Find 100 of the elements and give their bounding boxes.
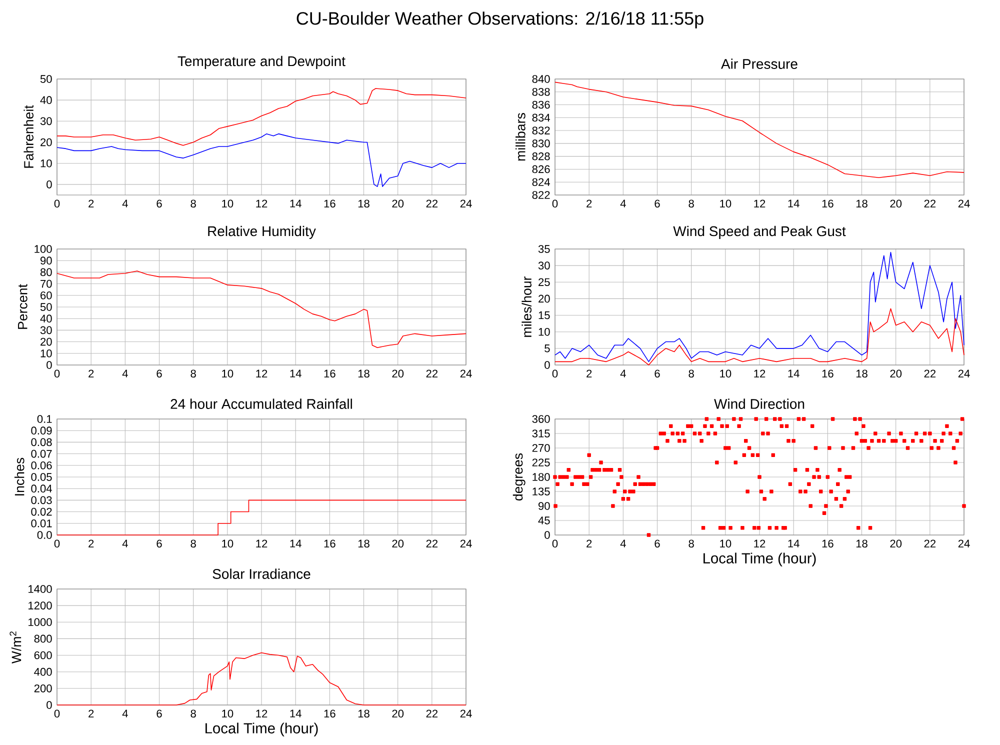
x-tick-label: 14 [290,200,302,208]
y-tick-label: 360 [532,415,550,423]
chart-title: Solar Irradiance [212,568,310,579]
y-tick-label: 15 [538,311,550,320]
y-tick-label: 200 [34,684,52,692]
y-tick-label: 0.0 [37,531,52,539]
y-tick-label: 45 [538,516,550,524]
y-tick-label: 20 [40,138,52,146]
y-tick-label: 828 [532,152,550,160]
x-tick-label: 22 [426,370,438,378]
y-tick-label: 1200 [28,602,52,610]
y-tick-label: 400 [34,668,52,676]
x-tick-label: 18 [856,200,868,208]
x-tick-label: 18 [358,200,370,208]
chart-title: Relative Humidity [208,226,316,239]
x-tick-label: 0 [552,370,558,378]
y-tick-label: 10 [40,349,52,358]
y-axis-title: W/m$^{2}$ [10,631,22,664]
x-tick-label: 16 [822,540,834,548]
y-tick-label: 0 [46,361,52,369]
line-series [56,652,466,706]
y-tick-label: 0.04 [31,484,52,492]
x-tick-label: 12 [256,540,268,548]
y-axis-title: millibars [516,113,526,161]
x-tick-label: 2 [586,540,592,548]
y-tick-label: 70 [40,280,52,288]
x-tick-label: 14 [788,200,800,208]
y-tick-label: 838 [532,88,550,96]
x-tick-label: 18 [358,710,370,718]
x-tick-label: 6 [156,370,162,378]
y-tick-label: 40 [40,314,52,322]
y-tick-label: 0 [544,531,550,539]
y-tick-label: 0.08 [31,438,52,446]
x-tick-label: 0 [552,200,558,208]
y-tick-label: 180 [532,473,550,481]
y-axis-title: degrees [512,453,526,501]
y-tick-label: 840 [532,75,550,83]
x-tick-label: 2 [88,710,94,718]
x-tick-label: 0 [54,370,60,378]
y-tick-label: 315 [532,430,550,438]
y-tick-label: 0.07 [31,450,52,458]
x-tick-label: 16 [324,370,336,378]
x-tick-label: 10 [222,540,234,548]
x-tick-label: 2 [88,540,94,548]
y-tick-label: 50 [40,75,52,83]
x-tick-label: 12 [754,200,766,208]
x-tick-label: 0 [54,710,60,718]
line-series [554,308,964,366]
chart-title: Temperature and Dewpoint [178,56,346,69]
y-tick-label: 25 [538,278,550,286]
y-tick-label: 1400 [28,585,52,593]
x-tick-label: 6 [654,370,660,378]
x-tick-label: 14 [290,370,302,378]
x-tick-label: 6 [654,540,660,548]
y-tick-label: 50 [40,303,52,311]
x-tick-label: 2 [88,370,94,378]
y-tick-label: 60 [40,291,52,300]
x-tick-label: 16 [324,200,336,208]
y-tick-label: 0.06 [31,461,52,470]
x-tick-label: 4 [122,200,128,208]
y-axis-title: Inches [14,458,24,496]
x-tick-label: 18 [856,370,868,378]
x-tick-label: 4 [122,710,128,718]
y-tick-label: 10 [538,328,550,336]
x-tick-label: 24 [958,200,970,208]
y-tick-label: 832 [532,126,550,134]
y-tick-label: 40 [40,96,52,104]
x-axis-title: Local Time (hour) [206,722,318,736]
y-tick-label: 270 [532,444,550,452]
x-tick-label: 8 [190,710,196,718]
x-tick-label: 6 [156,710,162,718]
x-tick-label: 8 [190,540,196,548]
x-tick-label: 12 [256,710,268,718]
y-tick-label: 830 [532,140,550,148]
x-tick-label: 20 [890,540,902,548]
x-tick-label: 24 [958,370,970,378]
y-tick-label: 0.1 [37,415,52,423]
x-tick-label: 16 [822,370,834,378]
y-tick-label: 800 [34,634,52,643]
y-tick-label: 600 [34,651,52,660]
x-tick-label: 22 [426,710,438,718]
x-tick-label: 8 [688,540,694,548]
y-tick-label: 80 [40,268,52,276]
x-tick-label: 8 [190,370,196,378]
x-tick-label: 20 [392,370,404,378]
y-tick-label: 0.05 [31,473,52,481]
x-tick-label: 6 [654,200,660,208]
y-tick-label: 0.09 [31,426,52,434]
x-tick-label: 18 [358,540,370,548]
x-tick-label: 4 [122,540,128,548]
x-tick-label: 10 [720,200,732,208]
x-tick-label: 16 [324,710,336,718]
x-tick-label: 24 [460,370,472,378]
y-tick-label: 834 [532,114,550,122]
x-tick-label: 10 [222,710,234,718]
y-tick-label: 35 [538,245,550,253]
x-tick-label: 18 [856,540,868,548]
x-tick-label: 10 [720,370,732,378]
y-tick-label: 836 [532,100,550,109]
x-tick-label: 4 [620,540,626,548]
